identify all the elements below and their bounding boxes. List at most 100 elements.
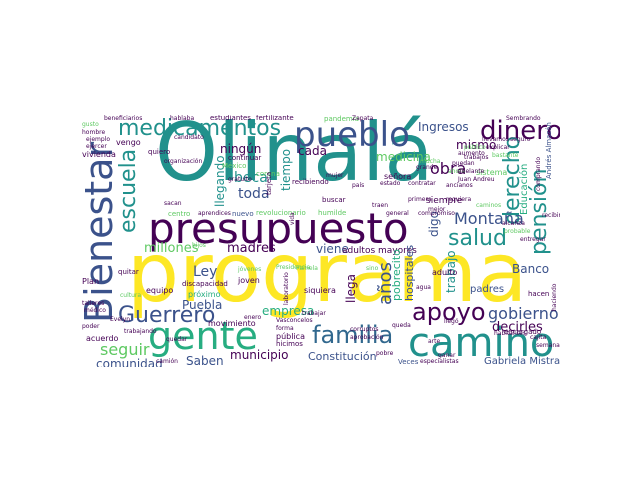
word: discapacidad [182,280,228,288]
word: escuela [116,148,141,233]
word: sino [366,265,379,272]
word: hombre [82,129,106,136]
word: queda [392,322,411,329]
word: Ingresos [418,120,469,134]
word: hicimos [276,340,303,348]
word: Plan [82,277,100,286]
word: municipio [230,348,289,362]
word: haciendo [551,283,558,311]
word: vida [289,212,296,225]
word: comprando [535,156,542,191]
word: Pamela [296,265,318,272]
word: grande [416,164,438,171]
word: señora [384,172,412,181]
word: recibiendo [292,178,329,186]
word: aprendices [198,210,231,217]
word: nuevo [232,210,254,218]
word: tarjeta [265,171,273,195]
word: hacen [528,290,550,298]
word: seguir [100,340,150,359]
word: cada [298,144,327,158]
word: gratuito [228,176,252,183]
word: corona [256,170,280,178]
word: programa [127,226,528,321]
word: puedan [452,160,475,167]
word: acuerdo [86,334,119,343]
word: Zapata [352,115,374,122]
word: recibir [542,212,560,219]
word: público [464,144,486,151]
word: adultos mayores [342,246,417,256]
word: sacan [164,200,182,207]
word: talleres [82,300,105,307]
word: Veces [398,358,419,366]
word: llega [344,273,358,303]
word: especialistas [420,358,459,365]
word: contratar [408,180,436,187]
word: continuar [228,154,262,162]
word: beneficiarios [104,115,143,122]
word: mucha [420,158,441,165]
word: médico [84,307,106,314]
word: Juan Andreu [458,176,495,183]
word-cloud: Olinalá programa presupuesto camino gent… [80,115,560,367]
word: ahora [448,168,466,175]
word: caminos [476,202,502,209]
word: adulto [432,268,458,277]
word: ejercer [86,143,107,150]
word: próximo [188,290,221,299]
word: hijos [192,242,206,249]
word: hablaba [170,115,195,122]
word: Vasconcelos [276,317,313,324]
word: estado [380,180,401,187]
word: Sembrando [506,115,541,122]
word: corruptos [350,326,379,333]
word: ancianos [446,182,473,189]
word: camión [156,358,178,365]
word: Puebla [182,298,223,312]
word: aumento [458,150,485,157]
word: siempre [426,196,463,206]
word: madres [227,241,276,256]
word: trabajar [302,310,326,317]
word: toda [238,186,270,202]
word: Ley [193,264,218,280]
word: Banco [512,262,550,276]
word: decirles [492,320,543,335]
word: viene [316,242,349,256]
word: agua [416,284,431,291]
word: Saben [186,354,224,367]
word: hospitales [403,244,416,301]
word: México [222,162,247,170]
word: Presidencia [276,264,311,271]
word: tiempo [279,148,293,191]
word: alcanza [502,220,525,227]
word: trabajos [464,154,489,161]
word: presupuesto [148,204,409,253]
word: familia [312,321,394,349]
word: ganar [438,352,456,359]
word: buscar [322,196,346,204]
word: arte [428,338,441,345]
word: Montaña [454,209,524,228]
word: revolucionario [256,209,306,217]
word: pueblo [294,115,410,155]
word: quitar [118,268,139,276]
word: obra [430,159,467,178]
word: habitantes [494,330,526,337]
word: centro [168,210,191,218]
word: comunidad [96,357,163,367]
word: joven [238,276,260,285]
word: sistema [476,168,508,177]
word: salud [448,226,507,251]
word: mujer [326,172,344,179]
word: semana [536,342,560,349]
word: Olinalá [155,115,434,199]
word: Evelyn [110,316,131,323]
word: Bienestar [80,141,121,323]
word: Educación [519,163,530,215]
word: pobre [376,350,394,357]
word: mismo [456,138,497,152]
word: trabajando [124,328,157,335]
word: quiero [148,148,171,156]
